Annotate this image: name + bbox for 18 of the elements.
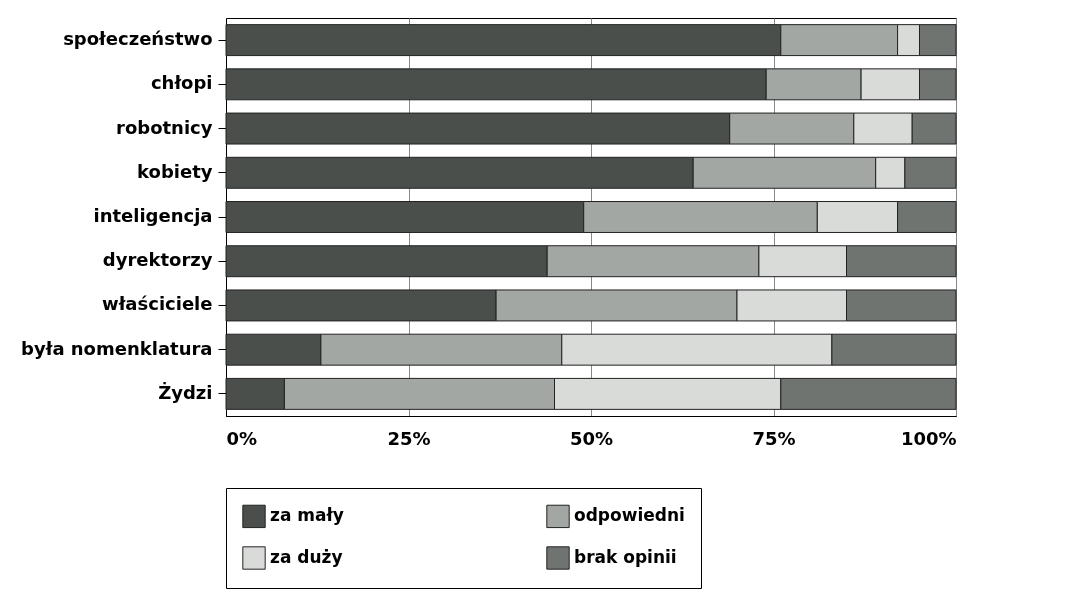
legend-label: brak opinii (574, 547, 677, 567)
y-tick-label: robotnicy (116, 116, 213, 138)
legend-label: za duży (270, 547, 343, 567)
legend-label: za mały (270, 505, 344, 526)
legend-label: odpowiedni (574, 505, 685, 526)
y-tick-label: społeczeństwo (63, 28, 213, 50)
y-tick-label: była nomenklatura (21, 337, 213, 359)
y-tick-label: dyrektorzy (102, 249, 213, 271)
x-tick-label: 75% (752, 427, 796, 449)
y-tick-label: chłopi (150, 72, 213, 94)
x-tick-label: 100% (900, 427, 957, 449)
y-tick-label: kobiety (137, 160, 213, 182)
y-tick-label: Żydzi (158, 381, 213, 403)
x-tick-label: 50% (569, 427, 614, 449)
x-tick-label: 25% (387, 427, 431, 449)
x-tick-label: 0% (226, 427, 258, 449)
y-tick-label: inteligencja (93, 205, 213, 226)
y-tick-label: właściciele (102, 293, 213, 315)
